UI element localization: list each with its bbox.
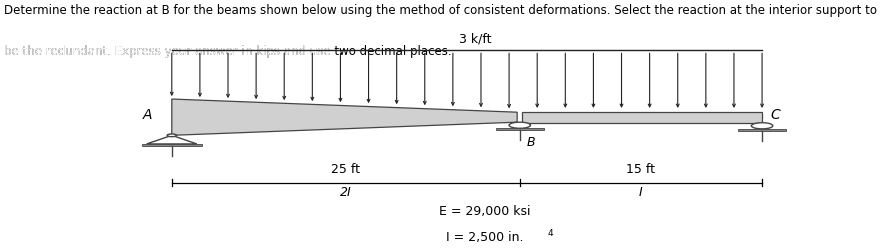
Text: E = 29,000 ksi: E = 29,000 ksi bbox=[439, 205, 530, 218]
Bar bbox=[496, 128, 544, 130]
Polygon shape bbox=[146, 135, 197, 144]
Text: I = 2,500 in.: I = 2,500 in. bbox=[446, 231, 523, 244]
Polygon shape bbox=[522, 112, 762, 123]
Text: Determine the reaction at B for the beams shown below using the method of consis: Determine the reaction at B for the beam… bbox=[4, 4, 877, 17]
Text: I: I bbox=[639, 186, 643, 200]
Polygon shape bbox=[172, 99, 517, 135]
Circle shape bbox=[751, 123, 773, 129]
Text: 3 k/ft: 3 k/ft bbox=[460, 32, 492, 45]
Text: C: C bbox=[771, 108, 781, 122]
Text: 25 ft: 25 ft bbox=[331, 163, 360, 176]
Text: 2I: 2I bbox=[340, 186, 352, 200]
Bar bbox=[738, 129, 786, 131]
Circle shape bbox=[509, 122, 530, 128]
Circle shape bbox=[167, 134, 176, 137]
Text: B: B bbox=[527, 136, 536, 149]
Text: be the redundant. Express your answer in kips and use two decimal places.: be the redundant. Express your answer in… bbox=[4, 45, 452, 58]
Text: 4: 4 bbox=[548, 229, 553, 238]
Text: A: A bbox=[143, 108, 152, 122]
Bar bbox=[142, 144, 202, 146]
Text: 15 ft: 15 ft bbox=[626, 163, 655, 176]
Text: be the redundant. Express your answer in kips and use: be the redundant. Express your answer in… bbox=[4, 45, 335, 58]
